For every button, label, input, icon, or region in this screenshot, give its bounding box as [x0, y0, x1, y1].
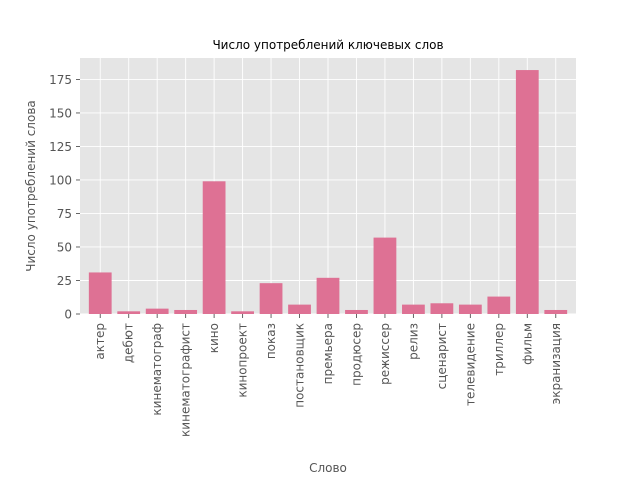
bar-кино [202, 181, 226, 314]
x-tick-label: режиссер [378, 323, 392, 385]
bar-экранизация [544, 309, 568, 314]
bar-актер [88, 272, 112, 314]
bar-релиз [402, 304, 425, 314]
x-tick-label: кинематограф [150, 323, 164, 416]
bar-премьера [316, 277, 340, 314]
bar-series [88, 70, 568, 314]
x-tick-label: кинопроект [236, 323, 250, 398]
x-tick-label: телевидение [463, 323, 477, 406]
x-tick-label: премьера [321, 323, 335, 384]
y-tick-label: 75 [57, 207, 72, 221]
x-tick-label: показ [264, 323, 278, 359]
x-tick-label: экранизация [549, 323, 563, 404]
bar-триллер [487, 296, 511, 314]
x-tick-label: сценарист [435, 323, 449, 389]
grid-lines [80, 58, 576, 315]
y-tick-label: 150 [49, 106, 72, 120]
x-axis-ticks: актер дебют кинематограф кинематографист кин… [93, 314, 563, 437]
y-tick-label: 0 [64, 308, 72, 322]
y-tick-label: 175 [49, 73, 72, 87]
x-tick-label: кино [207, 323, 221, 353]
bar-кинематограф [145, 308, 169, 314]
x-tick-label: актер [93, 323, 107, 360]
x-tick-label: постановщик [293, 323, 307, 408]
x-tick-label: релиз [406, 323, 420, 360]
y-axis-ticks: 0 25 50 75 100 125 150 175 [49, 73, 80, 322]
x-axis-label: Слово [309, 461, 347, 475]
chart-title: Число употреблений ключевых слов [212, 38, 443, 52]
y-tick-label: 100 [49, 173, 72, 187]
bar-фильм [515, 70, 539, 314]
bar-кинематографист [174, 309, 198, 314]
bar-сценарист [430, 303, 454, 314]
bar-дебют [117, 311, 141, 314]
y-tick-label: 50 [57, 240, 72, 254]
x-tick-label: дебют [122, 323, 136, 363]
x-tick-label: кинематографист [179, 323, 193, 437]
x-tick-label: фильм [520, 323, 534, 365]
bar-кинопроект [231, 311, 254, 314]
bar-постановщик [288, 304, 311, 314]
bar-показ [259, 283, 283, 314]
x-tick-label: продюсер [349, 323, 363, 386]
bar-телевидение [458, 304, 482, 314]
y-tick-label: 25 [57, 274, 72, 288]
y-tick-label: 125 [49, 140, 72, 154]
y-axis-label: Число употреблений слова [24, 100, 38, 271]
bar-режиссер [373, 237, 397, 314]
bar-продюсер [345, 309, 368, 314]
x-tick-label: триллер [492, 323, 506, 376]
